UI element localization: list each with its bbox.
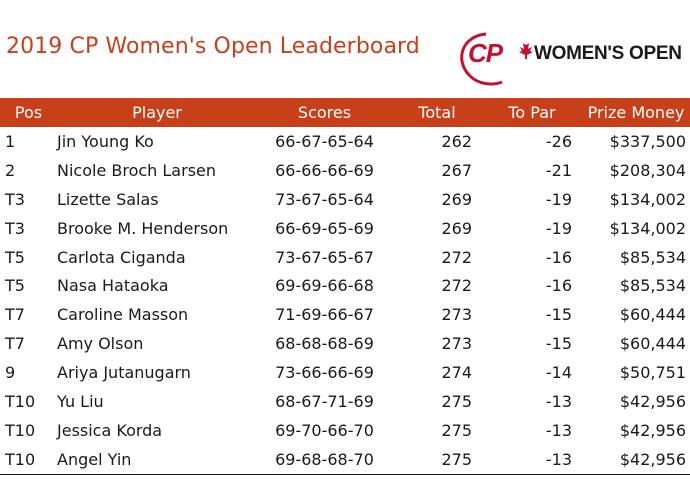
table-row: T10 Yu Liu 68-67-71-69 275 -13 $42,956 (0, 387, 690, 416)
cell-scores: 71-69-66-67 (275, 305, 374, 325)
cell-pos: 2 (5, 160, 16, 180)
cell-prize-money: $337,500 (609, 131, 686, 151)
cell-scores: 68-67-71-69 (275, 391, 374, 411)
cell-total: 269 (441, 189, 472, 209)
cell-pos: T5 (5, 247, 25, 267)
cell-scores: 73-67-65-64 (275, 189, 374, 209)
cell-scores: 73-67-65-67 (275, 247, 374, 267)
cell-player: Ariya Jutanugarn (57, 363, 191, 383)
header-total: Total (392, 98, 482, 127)
cell-player: Nasa Hataoka (57, 276, 169, 296)
cell-total: 272 (441, 276, 472, 296)
cell-to-par: -15 (545, 305, 572, 325)
cell-scores: 66-67-65-64 (275, 131, 374, 151)
page-title: 2019 CP Women's Open Leaderboard (6, 34, 420, 59)
cell-total: 275 (392, 444, 482, 475)
cell-player: Brooke M. Henderson (57, 218, 229, 238)
cell-to-par: -19 (545, 218, 572, 238)
cell-scores: 69-70-66-70 (275, 420, 374, 440)
cell-prize-money: $60,444 (619, 334, 686, 354)
cell-pos: T10 (5, 391, 36, 411)
header-pos: Pos (0, 98, 57, 127)
cell-to-par: -13 (545, 420, 572, 440)
cell-prize-money: $50,751 (619, 363, 686, 383)
header-prize-money: Prize Money (582, 98, 690, 127)
cell-to-par: -16 (545, 276, 572, 296)
cell-player: Caroline Masson (57, 305, 189, 325)
leaderboard-table: Pos Player Scores Total To Par Prize Mon… (0, 98, 690, 475)
cell-prize-money: $60,444 (619, 305, 686, 325)
table-row: T3 Brooke M. Henderson 66-69-65-69 269 -19 $1… (0, 214, 690, 243)
cell-total: 275 (441, 391, 472, 411)
cell-pos: T10 (0, 444, 57, 475)
maple-leaf-icon (519, 40, 533, 59)
table-row: 1 Jin Young Ko 66-67-65-64 262 -26 $337,500 (0, 127, 690, 156)
cell-prize-money: $42,956 (582, 444, 690, 475)
cell-to-par: -19 (545, 189, 572, 209)
cell-scores: 66-69-65-69 (275, 218, 374, 238)
table-row: T7 Caroline Masson 71-69-66-67 273 -15 $60,44… (0, 300, 690, 329)
cell-to-par: -16 (545, 247, 572, 267)
cell-pos: T7 (5, 334, 25, 354)
cell-scores: 69-68-68-70 (257, 444, 392, 475)
cell-total: 262 (441, 131, 472, 151)
cell-to-par: -13 (545, 391, 572, 411)
table-row: T3 Lizette Salas 73-67-65-64 269 -19 $134,002 (0, 185, 690, 214)
cell-total: 273 (441, 305, 472, 325)
cell-player: Lizette Salas (57, 189, 159, 209)
logo-wordmark: WOMEN'S OPEN (534, 43, 682, 64)
cell-pos: T10 (5, 420, 36, 440)
cell-total: 269 (441, 218, 472, 238)
cell-pos: T3 (5, 189, 25, 209)
cell-prize-money: $208,304 (609, 160, 686, 180)
cell-scores: 69-69-66-68 (275, 276, 374, 296)
table-row: 9 Ariya Jutanugarn 73-66-66-69 274 -14 $50,75… (0, 358, 690, 387)
table-row: T10 Jessica Korda 69-70-66-70 275 -13 $42,956 (0, 416, 690, 445)
cell-prize-money: $85,534 (619, 247, 686, 267)
cell-total: 267 (441, 160, 472, 180)
cell-player: Carlota Ciganda (57, 247, 186, 267)
cell-prize-money: $42,956 (619, 420, 686, 440)
cell-scores: 68-68-68-69 (275, 334, 374, 354)
header-player: Player (57, 98, 257, 127)
cell-prize-money: $42,956 (619, 391, 686, 411)
cell-prize-money: $134,002 (609, 189, 686, 209)
cp-womens-open-logo: CP WOMEN'S OPEN (456, 30, 688, 86)
cell-scores: 66-66-66-69 (275, 160, 374, 180)
table-row: T5 Nasa Hataoka 69-69-66-68 272 -16 $85,534 (0, 271, 690, 300)
cell-pos: 1 (5, 131, 16, 151)
cell-pos: T3 (5, 218, 25, 238)
cell-pos: T5 (5, 276, 25, 296)
cell-to-par: -14 (545, 363, 572, 383)
table-row: 2 Nicole Broch Larsen 66-66-66-69 267 -21 $20… (0, 156, 690, 185)
cell-pos: T7 (5, 305, 25, 325)
cell-total: 275 (441, 420, 472, 440)
cell-to-par: -15 (545, 334, 572, 354)
table-row: T7 Amy Olson 68-68-68-69 273 -15 $60,444 (0, 329, 690, 358)
logo-cp-text: CP (468, 38, 503, 68)
cell-total: 272 (441, 247, 472, 267)
cell-player: Angel Yin (57, 444, 257, 475)
cell-prize-money: $85,534 (619, 276, 686, 296)
cell-to-par: -13 (482, 444, 582, 475)
cell-total: 273 (441, 334, 472, 354)
cell-prize-money: $134,002 (609, 218, 686, 238)
cell-pos: 9 (5, 363, 16, 383)
table-row: T5 Carlota Ciganda 73-67-65-67 272 -16 $85,53… (0, 243, 690, 272)
header-scores: Scores (257, 98, 392, 127)
header-to-par: To Par (482, 98, 582, 127)
cell-to-par: -26 (545, 131, 572, 151)
table-row: T10 Angel Yin 69-68-68-70 275 -13 $42,956 (0, 444, 690, 475)
cell-player: Jin Young Ko (57, 131, 154, 151)
cell-to-par: -21 (545, 160, 572, 180)
cell-total: 274 (441, 363, 472, 383)
cell-player: Jessica Korda (57, 420, 163, 440)
cell-scores: 73-66-66-69 (275, 363, 374, 383)
table-header-row: Pos Player Scores Total To Par Prize Mon… (0, 98, 690, 127)
cell-player: Nicole Broch Larsen (57, 160, 217, 180)
cell-player: Yu Liu (57, 391, 104, 411)
cell-player: Amy Olson (57, 334, 144, 354)
logo-swoosh-icon (460, 32, 533, 86)
